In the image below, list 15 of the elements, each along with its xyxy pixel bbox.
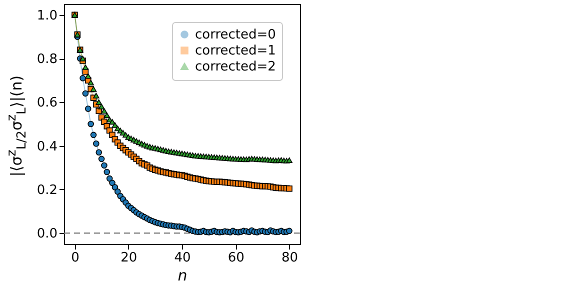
y-tick-label: 0.2 xyxy=(36,182,58,198)
legend-label: corrected=0 xyxy=(195,28,276,42)
x-tick-label: 40 xyxy=(174,250,191,266)
y-tick-label: 0.0 xyxy=(36,226,58,242)
y-tick-label: 0.4 xyxy=(36,139,58,154)
x-tick-label: 80 xyxy=(282,250,298,266)
y-tick-label: 0.6 xyxy=(36,96,58,111)
x-tick-label: 60 xyxy=(228,250,244,266)
x-axis-title: n xyxy=(178,266,188,284)
y-tick-label: 1.0 xyxy=(36,8,58,24)
x-tick-label: 20 xyxy=(120,250,138,266)
y-tick-label: 0.8 xyxy=(36,52,58,68)
legend-label: corrected=1 xyxy=(195,44,276,58)
x-tick-label: 0 xyxy=(71,250,80,266)
legend-label: corrected=2 xyxy=(195,60,276,74)
